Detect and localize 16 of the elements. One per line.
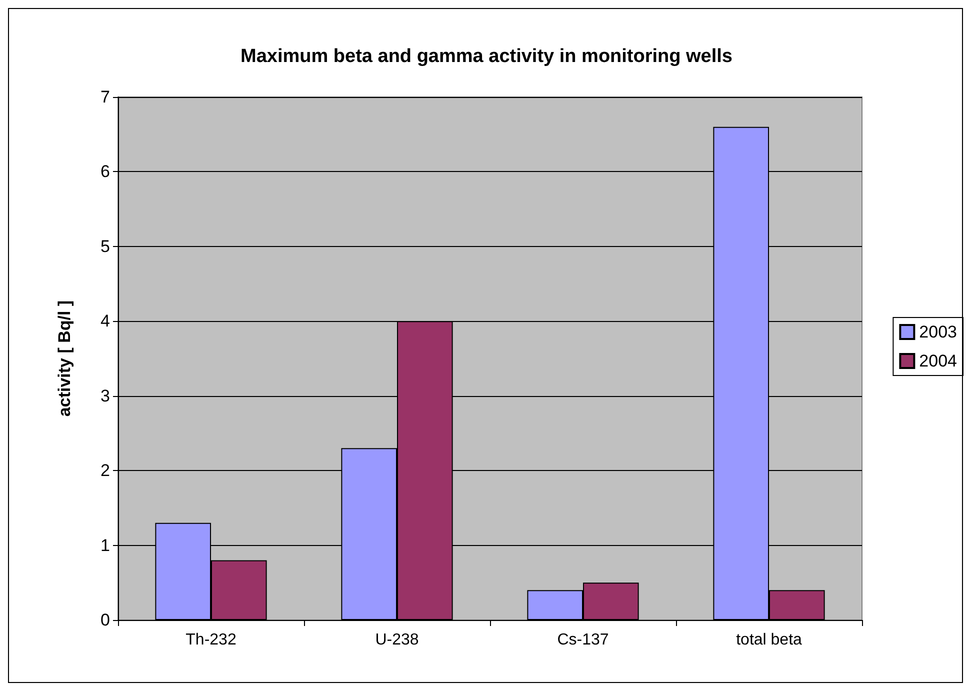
chart-title: Maximum beta and gamma activity in monitoring wells [240, 46, 732, 67]
y-tick-label: 2 [100, 461, 110, 480]
y-tick-label: 4 [100, 312, 110, 331]
y-axis-title: activity [ Bq/l ] [55, 300, 74, 417]
x-tick-label: Th-232 [186, 632, 236, 648]
y-tick-label: 6 [100, 162, 110, 182]
y-tick-label: 0 [100, 610, 110, 630]
x-tick-label: total beta [736, 632, 802, 648]
x-tick-label: Cs-137 [557, 632, 609, 648]
y-tick-label: 3 [100, 386, 110, 406]
y-tick-label: 5 [100, 236, 110, 256]
legend-label: 2003 [919, 322, 958, 342]
y-tick-label: 1 [100, 536, 110, 555]
legend-label: 2004 [919, 352, 958, 370]
y-tick-label: 7 [100, 88, 110, 106]
x-tick-label: U-238 [375, 632, 419, 648]
